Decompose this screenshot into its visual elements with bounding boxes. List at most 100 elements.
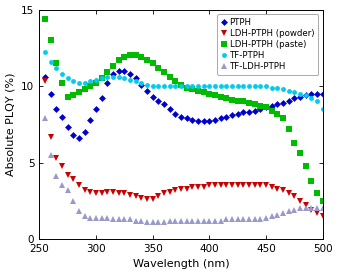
TF-LDH-PTPH (173, 219, 177, 222)
LDH-PTPH (paste) (100, 77, 104, 80)
LDH-PTPH (paste) (66, 95, 70, 98)
LDH-PTPH (paste) (247, 101, 251, 104)
PTPH (258, 107, 262, 111)
TF-PTPH (304, 94, 308, 97)
LDH-PTPH (powder) (54, 156, 58, 160)
PTPH (100, 97, 104, 100)
LDH-PTPH (paste) (77, 90, 81, 94)
TF-LDH-PTPH (241, 218, 245, 221)
TF-PTPH (128, 78, 132, 82)
PTPH (196, 120, 200, 123)
PTPH (264, 106, 268, 109)
TF-PTPH (173, 84, 177, 88)
Line: LDH-PTPH (powder): LDH-PTPH (powder) (42, 78, 326, 219)
TF-LDH-PTPH (292, 208, 296, 211)
LDH-PTPH (powder) (66, 173, 70, 177)
TF-PTPH (190, 84, 194, 88)
PTPH (207, 120, 211, 123)
TF-PTPH (111, 75, 115, 79)
LDH-PTPH (paste) (49, 39, 53, 42)
LDH-PTPH (paste) (111, 65, 115, 68)
LDH-PTPH (powder) (88, 190, 92, 193)
TF-LDH-PTPH (179, 219, 183, 222)
LDH-PTPH (powder) (258, 184, 262, 187)
PTPH (111, 72, 115, 75)
TF-LDH-PTPH (219, 219, 223, 222)
TF-PTPH (94, 78, 98, 82)
LDH-PTPH (paste) (190, 87, 194, 91)
PTPH (275, 103, 279, 106)
LDH-PTPH (powder) (168, 190, 172, 193)
LDH-PTPH (paste) (304, 164, 308, 167)
LDH-PTPH (powder) (201, 185, 206, 189)
LDH-PTPH (paste) (236, 100, 240, 103)
PTPH (287, 100, 291, 103)
TF-LDH-PTPH (270, 214, 274, 218)
LDH-PTPH (powder) (94, 191, 98, 195)
PTPH (105, 81, 109, 85)
TF-PTPH (213, 84, 217, 88)
TF-PTPH (201, 84, 206, 88)
PTPH (60, 115, 64, 118)
TF-LDH-PTPH (298, 207, 302, 210)
LDH-PTPH (powder) (207, 184, 211, 187)
PTPH (179, 115, 183, 118)
LDH-PTPH (powder) (179, 187, 183, 190)
TF-LDH-PTPH (66, 188, 70, 192)
TF-LDH-PTPH (150, 221, 154, 224)
PTPH (173, 112, 177, 115)
LDH-PTPH (powder) (145, 198, 149, 201)
LDH-PTPH (paste) (54, 61, 58, 65)
LDH-PTPH (paste) (224, 97, 228, 100)
LDH-PTPH (paste) (196, 89, 200, 92)
LDH-PTPH (paste) (207, 92, 211, 95)
TF-PTPH (185, 84, 189, 88)
TF-PTPH (196, 84, 200, 88)
LDH-PTPH (powder) (190, 185, 194, 189)
LDH-PTPH (powder) (230, 184, 234, 187)
TF-PTPH (122, 77, 126, 80)
TF-PTPH (134, 80, 138, 83)
LDH-PTPH (paste) (71, 94, 75, 97)
TF-PTPH (207, 84, 211, 88)
LDH-PTPH (paste) (139, 55, 143, 59)
PTPH (201, 120, 206, 123)
PTPH (236, 112, 240, 115)
TF-LDH-PTPH (60, 184, 64, 187)
LDH-PTPH (paste) (179, 83, 183, 86)
TF-LDH-PTPH (264, 216, 268, 219)
LDH-PTPH (powder) (60, 164, 64, 167)
Line: TF-PTPH: TF-PTPH (43, 50, 325, 111)
LDH-PTPH (powder) (270, 185, 274, 189)
TF-PTPH (60, 72, 64, 75)
LDH-PTPH (paste) (201, 90, 206, 94)
TF-LDH-PTPH (100, 216, 104, 219)
LDH-PTPH (paste) (264, 106, 268, 109)
PTPH (150, 95, 154, 98)
LDH-PTPH (powder) (309, 208, 313, 211)
PTPH (230, 114, 234, 117)
LDH-PTPH (paste) (185, 86, 189, 89)
PTPH (185, 117, 189, 120)
TF-PTPH (105, 75, 109, 79)
TF-LDH-PTPH (213, 219, 217, 222)
TF-LDH-PTPH (94, 216, 98, 219)
LDH-PTPH (paste) (230, 98, 234, 101)
LDH-PTPH (powder) (105, 190, 109, 193)
LDH-PTPH (powder) (173, 188, 177, 192)
LDH-PTPH (powder) (122, 191, 126, 195)
LDH-PTPH (powder) (321, 214, 325, 218)
TF-LDH-PTPH (281, 211, 285, 215)
LDH-PTPH (powder) (77, 184, 81, 187)
LDH-PTPH (paste) (219, 95, 223, 98)
TF-PTPH (82, 81, 87, 85)
TF-PTPH (88, 80, 92, 83)
PTPH (122, 69, 126, 72)
LDH-PTPH (paste) (298, 152, 302, 155)
TF-LDH-PTPH (82, 214, 87, 218)
Line: LDH-PTPH (paste): LDH-PTPH (paste) (42, 16, 325, 203)
PTPH (190, 118, 194, 121)
TF-LDH-PTPH (134, 219, 138, 222)
TF-PTPH (145, 83, 149, 86)
TF-LDH-PTPH (71, 199, 75, 202)
